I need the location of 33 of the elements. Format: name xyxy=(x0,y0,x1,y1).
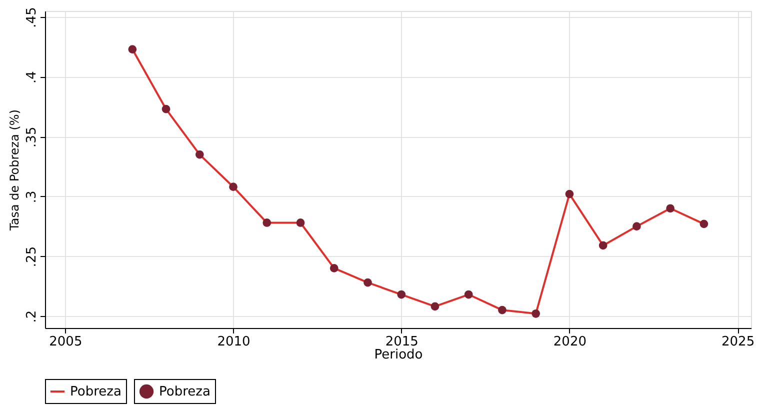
point xyxy=(195,150,204,159)
y-tick-label: .35 xyxy=(24,126,40,148)
point xyxy=(632,222,641,230)
x-tick-label: 2005 xyxy=(49,334,82,350)
point xyxy=(565,190,574,198)
point xyxy=(498,306,506,314)
y-tick-label: .2 xyxy=(24,310,40,323)
y-tick-label: .45 xyxy=(24,7,40,28)
point xyxy=(430,302,440,311)
legend-label: Pobreza xyxy=(70,384,122,400)
legend-label: Pobreza xyxy=(159,384,210,400)
point xyxy=(296,218,305,227)
x-tick-label: 2010 xyxy=(217,334,250,350)
y-tick-label: .4 xyxy=(24,71,40,84)
point xyxy=(598,241,608,250)
x-tick-label: 2015 xyxy=(385,334,418,350)
y-tick-label: .3 xyxy=(24,190,40,204)
x-tick-label: 2025 xyxy=(722,334,755,350)
point xyxy=(364,278,372,287)
point xyxy=(700,220,708,228)
point xyxy=(330,264,338,272)
point xyxy=(262,218,272,227)
y-tick-label: .25 xyxy=(24,246,40,268)
y-axis-title: Tasa de Pobreza (%) xyxy=(8,110,22,232)
point xyxy=(162,104,170,114)
point xyxy=(464,290,473,299)
x-tick-label: 2020 xyxy=(553,334,587,350)
point xyxy=(397,290,406,299)
point xyxy=(229,182,238,192)
point xyxy=(532,309,540,318)
point xyxy=(128,45,137,54)
x-axis-title: Periodo xyxy=(374,348,423,362)
point xyxy=(666,204,674,213)
